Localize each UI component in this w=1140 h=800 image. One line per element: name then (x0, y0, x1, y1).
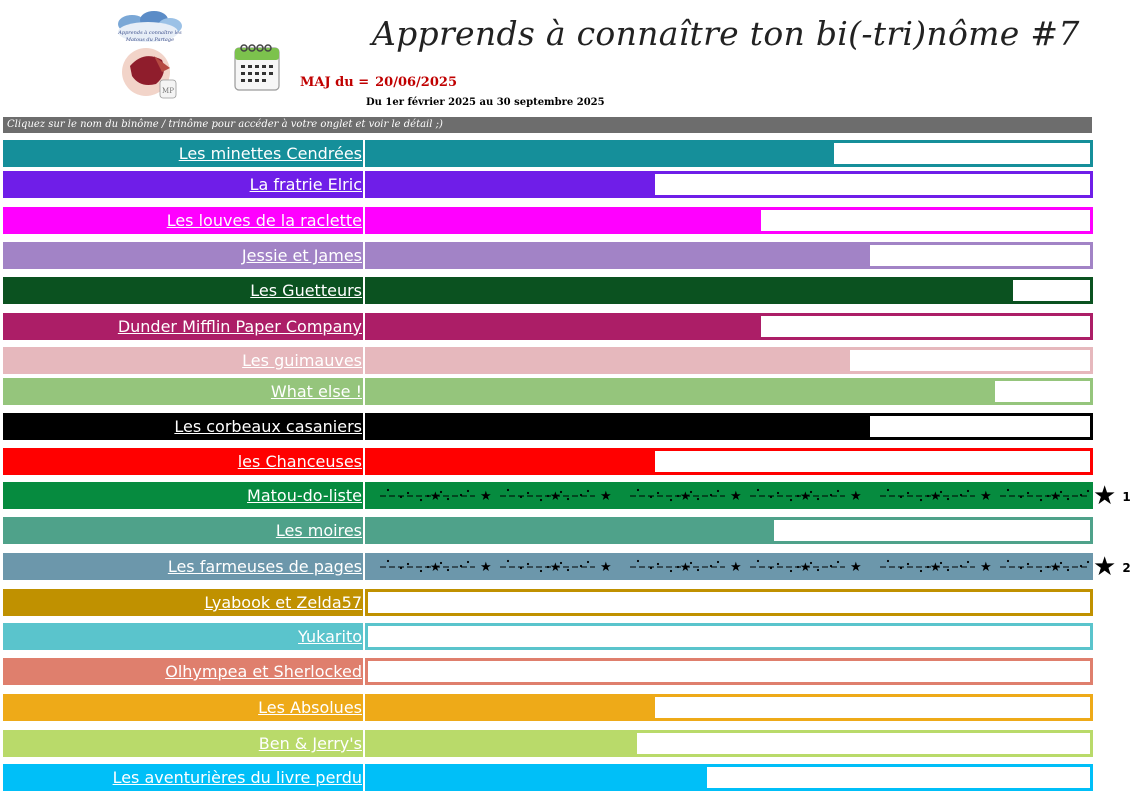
rank-badge: ★ 2 (1093, 554, 1131, 581)
progress-bar (365, 413, 1093, 440)
progress-fill (368, 416, 870, 437)
svg-text:★: ★ (600, 560, 612, 575)
team-name-link[interactable]: La fratrie Elric (3, 171, 363, 198)
progress-bar (365, 623, 1093, 650)
progress-bar (365, 347, 1093, 374)
progress-fill (368, 280, 1013, 301)
star-icon: ★ (1093, 552, 1117, 582)
svg-text:Apprends à connaître les: Apprends à connaître les (117, 29, 182, 36)
progress-bar (365, 242, 1093, 269)
progress-fill: ★★★★★★★★★★★★ (368, 556, 1090, 577)
progress-bar (365, 730, 1093, 757)
progress-bar (365, 517, 1093, 544)
team-name-link[interactable]: Ben & Jerry's (3, 730, 363, 757)
page-title: Apprends à connaître ton bi(-tri)nôme #7 (372, 14, 1080, 53)
svg-text:★: ★ (800, 560, 811, 574)
instruction-banner: Cliquez sur le nom du binôme / trinôme p… (3, 117, 1092, 133)
progress-bar (365, 764, 1093, 791)
svg-text:★: ★ (480, 489, 492, 504)
progress-fill (368, 767, 708, 788)
progress-fill (368, 174, 656, 195)
team-name-link[interactable]: les Chanceuses (3, 448, 363, 475)
svg-text:★: ★ (930, 560, 941, 574)
rank-number: 2 (1122, 560, 1131, 575)
progress-bar (365, 589, 1093, 616)
svg-text:★: ★ (1050, 560, 1061, 574)
svg-text:★: ★ (550, 560, 561, 574)
progress-fill (368, 697, 656, 718)
progress-fill (368, 210, 762, 231)
rank-number: 1 (1122, 489, 1131, 504)
svg-text:★: ★ (1050, 489, 1061, 503)
team-name-link[interactable]: Matou-do-liste (3, 482, 363, 509)
progress-bar (365, 207, 1093, 234)
update-date: MAJ du = 20/06/2025 (300, 75, 457, 90)
svg-text:★: ★ (430, 489, 441, 503)
progress-bar (365, 140, 1093, 167)
progress-fill (368, 316, 762, 337)
period-text: Du 1er février 2025 au 30 septembre 2025 (366, 97, 605, 108)
club-logo: Apprends à connaître les Matous du Parta… (110, 10, 190, 102)
svg-text:★: ★ (930, 489, 941, 503)
progress-bar (365, 694, 1093, 721)
svg-text:★: ★ (680, 489, 691, 503)
progress-bar (365, 277, 1093, 304)
progress-bar (365, 378, 1093, 405)
svg-text:MP: MP (162, 87, 174, 95)
team-name-link[interactable]: Les corbeaux casaniers (3, 413, 363, 440)
svg-text:★: ★ (480, 560, 492, 575)
svg-text:★: ★ (850, 489, 862, 504)
team-name-link[interactable]: What else ! (3, 378, 363, 405)
progress-fill: ★★★★★★★★★★★★ (368, 485, 1090, 506)
svg-text:★: ★ (430, 560, 441, 574)
progress-fill (368, 381, 995, 402)
progress-bar (365, 313, 1093, 340)
team-name-link[interactable]: Jessie et James (3, 242, 363, 269)
progress-fill (368, 245, 870, 266)
progress-fill (368, 350, 851, 371)
svg-text:★: ★ (600, 489, 612, 504)
svg-text:★: ★ (730, 489, 742, 504)
progress-bar (365, 171, 1093, 198)
team-name-link[interactable]: Lyabook et Zelda57 (3, 589, 363, 616)
svg-text:★: ★ (730, 560, 742, 575)
team-name-link[interactable]: Dunder Mifflin Paper Company (3, 313, 363, 340)
svg-text:★: ★ (850, 560, 862, 575)
progress-fill (368, 451, 656, 472)
svg-text:★: ★ (680, 560, 691, 574)
team-name-link[interactable]: Les moires (3, 517, 363, 544)
team-name-link[interactable]: Yukarito (3, 623, 363, 650)
team-name-link[interactable]: Les aventurières du livre perdu (3, 764, 363, 791)
progress-fill (368, 143, 834, 164)
calendar-icon (232, 40, 284, 94)
svg-text:★: ★ (980, 489, 992, 504)
svg-text:Matous du Partage: Matous du Partage (125, 37, 174, 43)
progress-bar (365, 658, 1093, 685)
star-icon: ★ (1093, 481, 1117, 511)
svg-text:★: ★ (550, 489, 561, 503)
team-name-link[interactable]: Les Absolues (3, 694, 363, 721)
svg-text:★: ★ (800, 489, 811, 503)
rank-badge: ★ 1 (1093, 483, 1131, 510)
update-value: 20/06/2025 (375, 75, 457, 90)
team-name-link[interactable]: Les farmeuses de pages (3, 553, 363, 580)
team-name-link[interactable]: Les louves de la raclette (3, 207, 363, 234)
update-label: MAJ du = (300, 75, 370, 90)
team-name-link[interactable]: Les guimauves (3, 347, 363, 374)
progress-bar (365, 448, 1093, 475)
progress-fill (368, 733, 638, 754)
progress-fill (368, 520, 774, 541)
progress-bar: ★★★★★★★★★★★★ (365, 482, 1093, 509)
team-name-link[interactable]: Olhympea et Sherlocked (3, 658, 363, 685)
team-name-link[interactable]: Les minettes Cendrées (3, 140, 363, 167)
svg-text:★: ★ (980, 560, 992, 575)
team-name-link[interactable]: Les Guetteurs (3, 277, 363, 304)
progress-bar: ★★★★★★★★★★★★ (365, 553, 1093, 580)
